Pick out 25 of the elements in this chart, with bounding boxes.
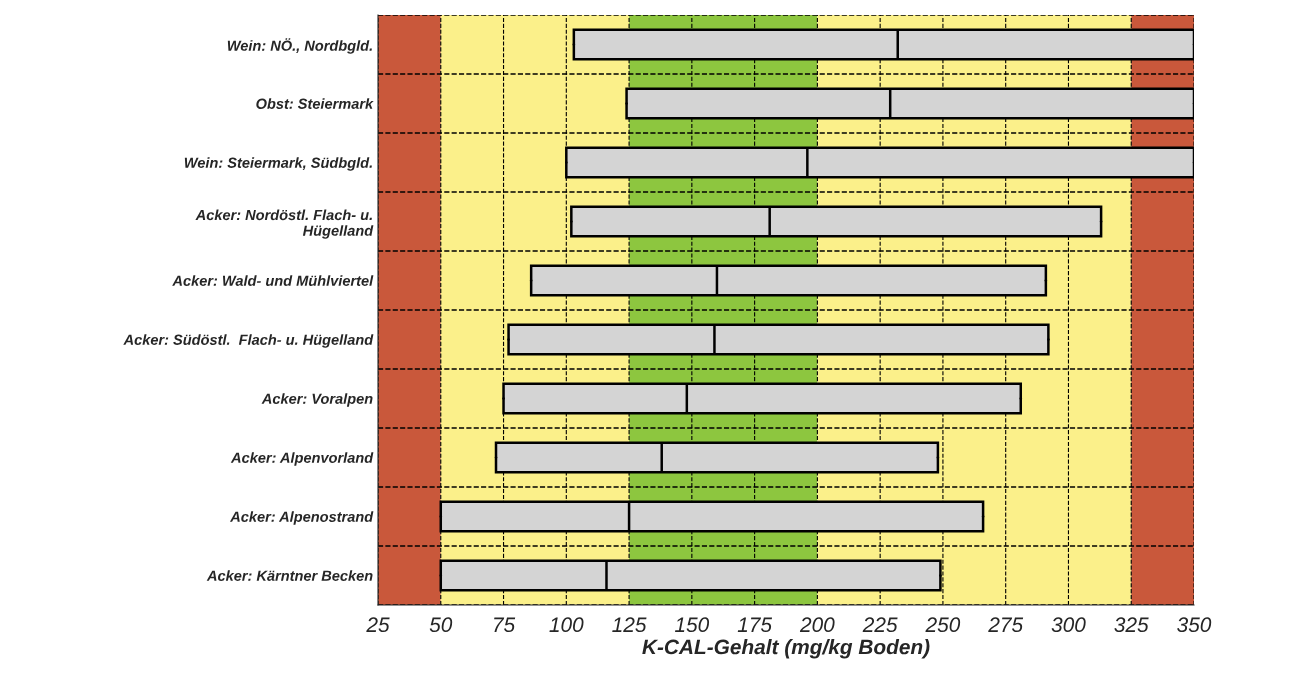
x-tick-label: 300 bbox=[1051, 617, 1086, 633]
y-tick-label: Acker: Kärntner Becken bbox=[206, 570, 373, 581]
y-tick-label: Acker: Voralpen bbox=[261, 393, 373, 407]
y-tick-label: Obst: Steiermark bbox=[256, 98, 374, 109]
x-tick-label: 250 bbox=[925, 617, 961, 633]
x-tick-label: 200 bbox=[799, 617, 835, 633]
x-tick-label: 225 bbox=[862, 617, 898, 633]
x-tick-label: 25 bbox=[366, 617, 390, 633]
y-tick-label: Acker: Alpenostrand bbox=[229, 511, 374, 525]
x-tick-label: 175 bbox=[737, 617, 773, 633]
y-tick-label: Acker: Alpenvorland bbox=[230, 452, 374, 466]
x-tick-label: 125 bbox=[612, 617, 647, 633]
y-tick-label: Acker: Wald- und Mühlviertel bbox=[172, 275, 374, 286]
y-tick-label: Acker: Nordöstl. Flach- u. Hügelland bbox=[195, 209, 374, 239]
x-tick-label: 100 bbox=[549, 617, 584, 633]
x-tick-label: 350 bbox=[1177, 617, 1212, 633]
y-tick-label: Wein: Steiermark, Südbgld. bbox=[184, 157, 372, 171]
x-tick-label: 275 bbox=[988, 617, 1024, 633]
x-tick-label: 50 bbox=[429, 617, 453, 633]
x-tick-label: 325 bbox=[1114, 617, 1149, 633]
x-axis-title: K-CAL-Gehalt (mg/kg Boden) bbox=[642, 639, 930, 659]
x-tick-label: 75 bbox=[494, 617, 516, 633]
y-tick-label: Wein: NÖ., Nordbgld. bbox=[227, 38, 372, 54]
y-tick-label: Acker: Südöstl. Flach- u. Hügelland bbox=[123, 334, 374, 348]
x-tick-label: 150 bbox=[675, 617, 710, 633]
